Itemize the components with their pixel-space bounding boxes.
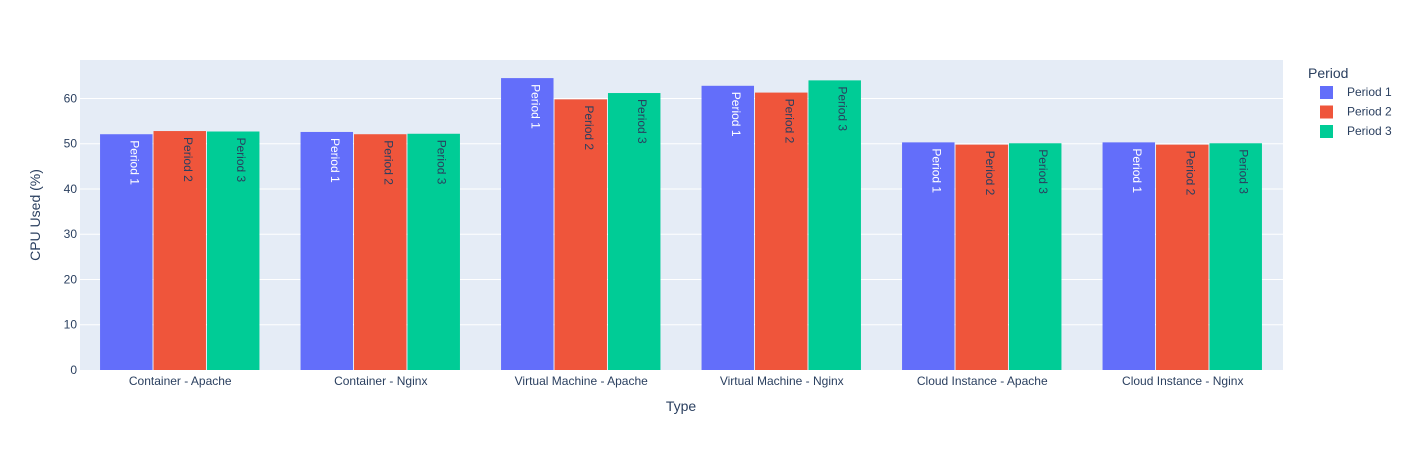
bar-label: Period 2 <box>1183 151 1197 196</box>
bar-label: Period 3 <box>635 99 649 144</box>
legend-item-label[interactable]: Period 1 <box>1347 85 1392 99</box>
y-tick-label: 50 <box>64 137 78 151</box>
bar[interactable] <box>755 92 808 371</box>
bar[interactable] <box>1102 142 1156 370</box>
y-tick-label: 0 <box>70 363 77 377</box>
bar[interactable] <box>407 133 460 370</box>
legend-item-label[interactable]: Period 2 <box>1347 105 1392 119</box>
bar[interactable] <box>1008 143 1062 370</box>
x-tick-label: Virtual Machine - Nginx <box>720 374 844 388</box>
x-axis-ticks: Container - Apache Container - Nginx Virtu… <box>129 374 1244 388</box>
bar[interactable] <box>902 142 955 370</box>
y-axis-ticks: 0 10 20 30 40 50 60 <box>64 91 78 377</box>
bar[interactable] <box>206 131 260 370</box>
plot-area <box>80 60 1283 370</box>
bar[interactable] <box>955 144 1008 370</box>
bar[interactable] <box>100 134 153 370</box>
bar-label: Period 1 <box>1130 148 1144 193</box>
x-tick-label: Cloud Instance - Apache <box>917 374 1048 388</box>
y-tick-label: 60 <box>64 91 78 105</box>
gridlines <box>80 97 1283 326</box>
bar-label: Period 1 <box>328 138 342 183</box>
bar-label: Period 2 <box>782 99 796 144</box>
bar-label: Period 1 <box>729 92 743 137</box>
x-axis-title: Type <box>666 398 697 414</box>
bar[interactable] <box>808 80 861 370</box>
bar-label: Period 2 <box>582 105 596 150</box>
bar[interactable] <box>153 131 206 370</box>
bar[interactable] <box>1209 143 1262 370</box>
x-tick-label: Container - Apache <box>129 374 232 388</box>
bar[interactable] <box>354 134 407 370</box>
y-tick-label: 10 <box>64 318 78 332</box>
bars: Period 1 Period 2 Period 3 Period 1 Period 2… <box>100 78 1262 371</box>
bar-label: Period 3 <box>836 86 850 131</box>
y-tick-label: 40 <box>64 182 78 196</box>
bar-label: Period 3 <box>234 138 248 183</box>
x-tick-label: Container - Nginx <box>334 374 427 388</box>
y-tick-label: 20 <box>64 272 78 286</box>
x-tick-label: Virtual Machine - Apache <box>515 374 649 388</box>
bar-label: Period 3 <box>1237 149 1251 194</box>
legend-swatch[interactable] <box>1320 86 1333 99</box>
bar-label: Period 1 <box>528 84 542 129</box>
bar[interactable] <box>701 85 755 370</box>
legend-item-label[interactable]: Period 3 <box>1347 124 1392 138</box>
legend[interactable]: Period Period 1 Period 2 Period 3 <box>1308 65 1392 138</box>
bar-label: Period 1 <box>127 140 141 185</box>
bar-label: Period 3 <box>435 140 449 185</box>
bar[interactable] <box>1156 144 1209 370</box>
bar[interactable] <box>554 99 607 371</box>
y-axis-title: CPU Used (%) <box>27 169 43 261</box>
legend-swatch[interactable] <box>1320 125 1333 138</box>
bar-label: Period 3 <box>1036 149 1050 194</box>
bar[interactable] <box>607 93 661 370</box>
bar[interactable] <box>300 131 354 370</box>
y-tick-label: 30 <box>64 227 78 241</box>
bar-label: Period 2 <box>381 140 395 185</box>
bar-label: Period 2 <box>983 151 997 196</box>
bar-label: Period 1 <box>929 148 943 193</box>
legend-title: Period <box>1308 65 1348 81</box>
bar-label: Period 2 <box>181 137 195 182</box>
legend-swatch[interactable] <box>1320 105 1333 119</box>
bar[interactable] <box>501 78 554 371</box>
x-tick-label: Cloud Instance - Nginx <box>1122 374 1243 388</box>
